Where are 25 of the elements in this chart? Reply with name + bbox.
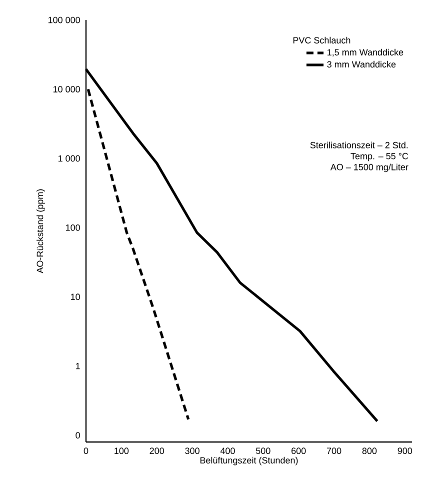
y-tick-label: 10 bbox=[71, 294, 80, 300]
x-tick-label: 800 bbox=[362, 448, 377, 454]
x-tick-label: 900 bbox=[398, 448, 412, 454]
legend-label: 1,5 mm Wanddicke bbox=[328, 48, 404, 57]
y-tick-label: 1 bbox=[76, 362, 80, 370]
y-tick-label: 1 000 bbox=[58, 155, 80, 162]
x-tick-label: 0 bbox=[84, 448, 88, 454]
y-tick-label: 100 000 bbox=[48, 16, 80, 24]
x-tick-label: 300 bbox=[185, 448, 200, 454]
x-tick-label: 100 bbox=[114, 448, 129, 454]
annotation: AO – 1500 mg/Liter bbox=[330, 164, 408, 172]
x-tick-label: 400 bbox=[220, 448, 235, 454]
y-tick-label: 100 bbox=[66, 224, 80, 231]
x-tick-label: 200 bbox=[150, 448, 164, 454]
legend-label: 3 mm Wanddicke bbox=[327, 60, 396, 68]
annotation: Sterilisationszeit – 2 Std. bbox=[310, 142, 408, 148]
legend-title: PVC Schlauch bbox=[293, 36, 350, 44]
x-tick-label: 600 bbox=[292, 448, 306, 454]
x-axis-title: Belüftungszeit (Stunden) bbox=[200, 456, 298, 466]
y-tick-label: 0 bbox=[76, 432, 80, 438]
x-tick-label: 700 bbox=[326, 448, 342, 454]
x-tick-label: 500 bbox=[256, 448, 270, 454]
y-axis-title: AO-Rückstand (ppm) bbox=[36, 189, 45, 274]
y-tick-label: 10 000 bbox=[53, 86, 80, 92]
annotation: Temp. – 55 °C bbox=[350, 152, 408, 162]
